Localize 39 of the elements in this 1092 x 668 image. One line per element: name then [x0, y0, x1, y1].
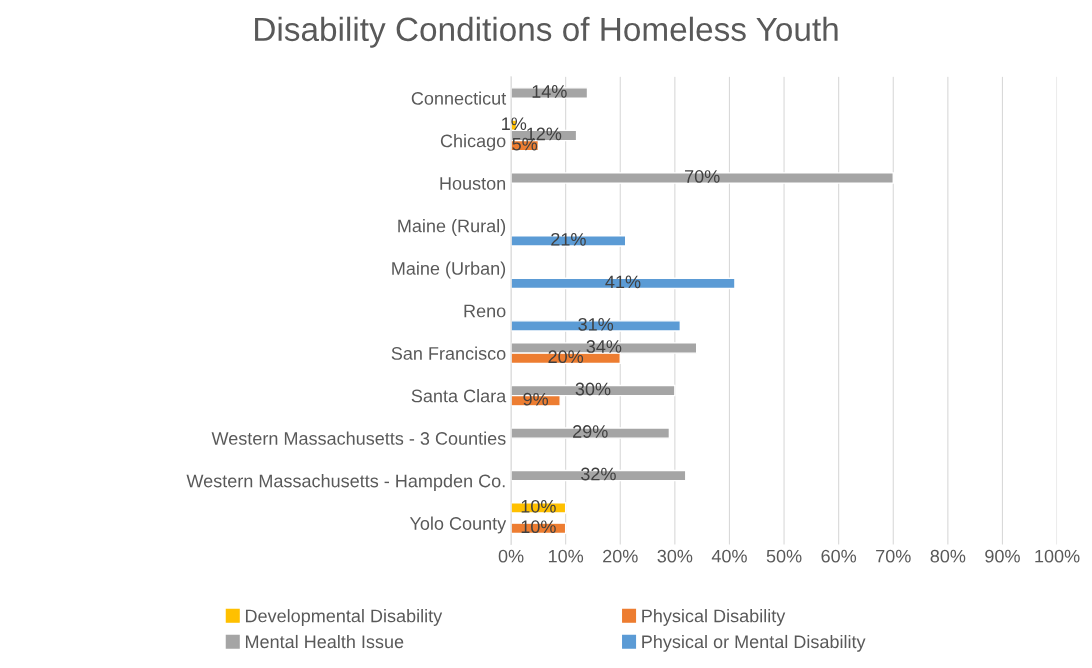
bar — [511, 172, 894, 184]
y-tick-label: Santa Clara — [411, 389, 507, 403]
data-label: 9% — [523, 392, 549, 406]
data-label: 41% — [605, 275, 641, 289]
x-tick-label: 90% — [985, 549, 1020, 563]
x-tick-label: 10% — [548, 549, 584, 563]
y-tick-label: Connecticut — [411, 91, 507, 105]
y-tick-label: Reno — [464, 304, 506, 318]
y-tick-label: Maine (Rural) — [398, 219, 506, 236]
chart-title: Disability Conditions of Homeless Youth — [255, 16, 838, 48]
x-tick-label: 40% — [711, 549, 747, 563]
data-label: 20% — [548, 350, 584, 364]
data-label: 10% — [521, 520, 556, 534]
x-tick-label: 80% — [930, 549, 966, 563]
data-label: 34% — [586, 340, 622, 353]
y-tick-label: San Francisco — [391, 346, 506, 360]
legend-label: Physical or Mental Disability — [642, 634, 866, 652]
x-tick-label: 20% — [603, 549, 638, 563]
data-label: 32% — [581, 467, 616, 481]
x-tick-label: 100% — [1035, 549, 1080, 563]
y-tick-label: Western Massachusetts - 3 Counties — [211, 431, 506, 445]
y-tick-label: Houston — [440, 177, 506, 190]
bar — [511, 87, 589, 99]
data-label: 30% — [575, 382, 611, 396]
y-tick-label: Yolo County — [409, 516, 507, 534]
x-tick-label: 50% — [766, 549, 802, 563]
x-tick-label: 70% — [876, 549, 911, 563]
y-tick-label: Maine (Urban) — [392, 261, 506, 279]
legend-label: Developmental Disability — [245, 609, 443, 626]
x-tick-label: 60% — [821, 549, 857, 563]
data-label: 70% — [685, 170, 720, 183]
y-tick-label: Chicago — [440, 134, 506, 151]
legend-label: Physical Disability — [642, 609, 786, 626]
x-tick-label: 30% — [657, 549, 693, 563]
y-tick-label: Western Massachusetts - Hampden Co. — [186, 474, 505, 491]
data-label: 14% — [532, 85, 567, 98]
legend-label: Mental Health Issue — [245, 634, 404, 649]
x-tick-label: 0% — [498, 549, 524, 563]
bar — [511, 277, 736, 290]
